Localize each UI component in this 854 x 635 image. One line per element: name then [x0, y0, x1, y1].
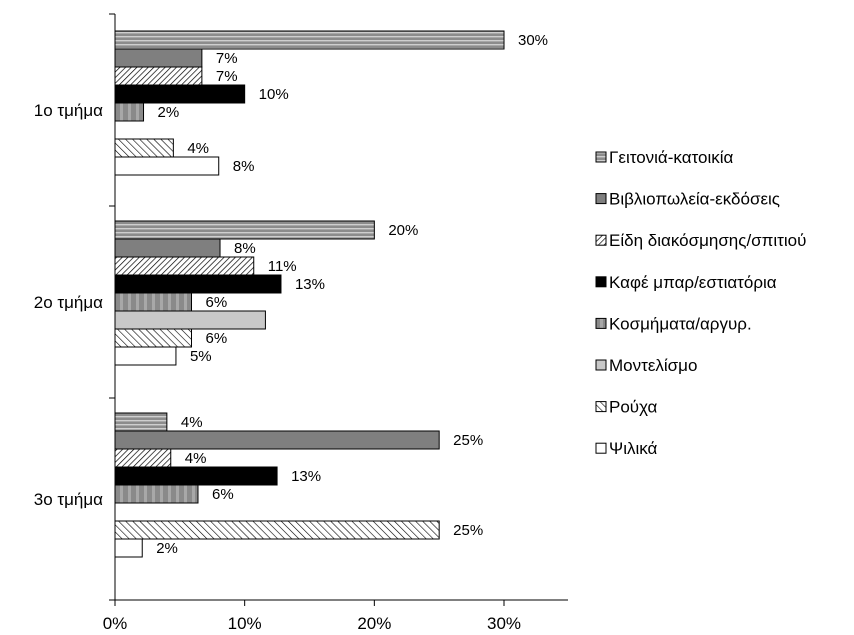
x-ticks-layer: 0% 10% 20% 30% — [103, 600, 521, 633]
legend-swatch — [595, 317, 607, 329]
x-tick-label: 30% — [487, 614, 521, 630]
bar — [114, 102, 145, 122]
bar-data-label: 25% — [453, 522, 483, 539]
bar — [114, 292, 193, 312]
bar-data-label: 5% — [190, 348, 212, 365]
axes-layer — [114, 14, 568, 601]
bar-data-label: 7% — [216, 50, 238, 67]
bar — [114, 412, 168, 432]
bar-data-label: 2% — [156, 540, 178, 557]
bar — [114, 520, 440, 540]
bar — [114, 328, 193, 348]
x-tick-label: 10% — [228, 614, 262, 630]
bar — [114, 156, 220, 176]
bar — [114, 138, 174, 158]
legend: Γειτονιά-κατοικία Βιβλιοπωλεία-εκδόσεις Εί… — [595, 148, 806, 458]
bar — [114, 66, 203, 86]
legend-label: Μοντελίσμο — [609, 356, 697, 375]
bar-data-label: 6% — [212, 486, 234, 503]
bar — [114, 30, 505, 50]
bar-data-label: 11% — [268, 258, 297, 275]
legend-label: Είδη διακόσμησης/σπιτιού — [609, 231, 806, 250]
y-ticks-layer — [109, 13, 115, 601]
bar — [114, 346, 177, 366]
legend-swatch — [595, 401, 607, 413]
legend-label: Γειτονιά-κατοικία — [609, 148, 734, 167]
legend-swatch — [595, 442, 607, 454]
bar-data-label: 6% — [206, 330, 228, 347]
bar — [114, 274, 282, 294]
legend-label: Καφέ μπαρ/εστιατόρια — [609, 273, 777, 292]
legend-label: Ψιλικά — [609, 439, 658, 458]
category-label: 2ο τμήμα — [34, 293, 103, 312]
bar-data-label: 4% — [181, 414, 203, 431]
bar-data-label: 25% — [453, 432, 483, 449]
bar-data-label: 6% — [206, 294, 228, 311]
x-tick-label: 0% — [103, 614, 128, 630]
bar-data-label: 4% — [187, 140, 209, 157]
bar — [114, 466, 278, 486]
bar-data-label: 8% — [234, 240, 256, 257]
category-label: 3ο τμήμα — [34, 490, 103, 509]
x-tick-label: 20% — [357, 614, 391, 630]
legend-label: Κοσμήματα/αργυρ. — [609, 314, 752, 333]
bar — [114, 310, 266, 330]
bar-data-label: 10% — [259, 86, 289, 103]
bar — [114, 538, 143, 558]
bar-data-label: 20% — [388, 222, 418, 239]
bar — [114, 84, 246, 104]
legend-swatch — [595, 151, 607, 163]
bar-data-label: 30% — [518, 32, 548, 49]
bar — [114, 484, 199, 504]
bar — [114, 256, 255, 276]
bar — [114, 430, 440, 450]
bar — [114, 238, 221, 258]
category-labels-layer: 1ο τμήμα 2ο τμήμα 3ο τμήμα — [34, 101, 103, 509]
bar-labels-layer: 30% 20% 4% 7% 8% 25% 7% 11% 4% 10% 13% 13% 2% 6% 6% 4% 6… — [156, 32, 548, 557]
bar-data-label: 2% — [158, 104, 180, 121]
bar — [114, 48, 203, 68]
bar-data-label: 13% — [291, 468, 321, 485]
bar-data-label: 4% — [185, 450, 207, 467]
bar-data-label: 7% — [216, 68, 238, 85]
category-label: 1ο τμήμα — [34, 101, 103, 120]
bar — [114, 448, 172, 468]
bar-data-label: 13% — [295, 276, 325, 293]
bar-data-label: 8% — [233, 158, 255, 175]
legend-swatch — [595, 234, 607, 246]
legend-label: Ρούχα — [609, 398, 658, 417]
legend-swatch — [595, 359, 607, 371]
legend-swatch — [595, 193, 607, 205]
legend-swatch — [595, 276, 607, 288]
bar — [114, 220, 375, 240]
legend-label: Βιβλιοπωλεία-εκδόσεις — [609, 190, 780, 209]
